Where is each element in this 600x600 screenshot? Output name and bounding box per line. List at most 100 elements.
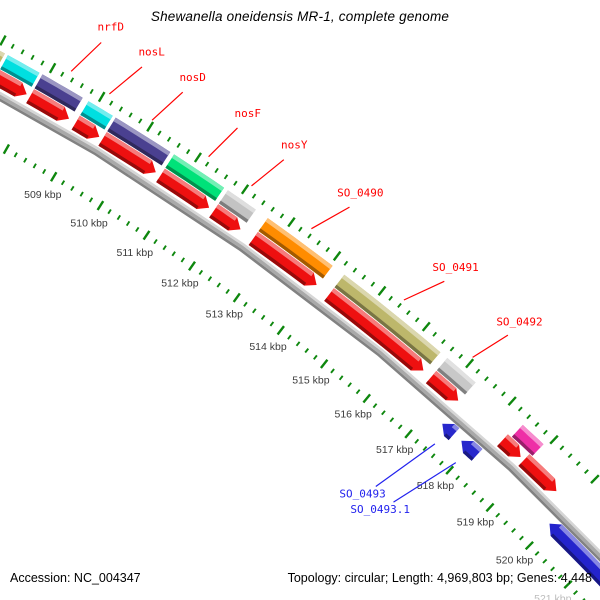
outer-minor-tick: [261, 200, 266, 206]
inner-minor-tick: [534, 551, 540, 556]
gene-bevel-light: [215, 204, 238, 221]
outer-minor-tick: [316, 240, 321, 246]
kbp-labels: 509 kbp 510 kbp 511 kbp 512 kbp 513 kbp 514 k…: [24, 189, 572, 600]
inner-minor-tick: [260, 314, 266, 320]
inner-major-tick: [49, 171, 58, 182]
outer-minor-tick: [388, 295, 393, 301]
outer-major-tick: [146, 121, 155, 132]
inner-major-tick: [485, 502, 495, 513]
outer-major-tick: [0, 35, 7, 46]
callout-SO_0493: SO_0493: [339, 443, 436, 501]
gene-body: [156, 168, 210, 209]
outer-minor-tick: [567, 453, 573, 459]
gene-body: [324, 288, 424, 371]
inner-minor-tick: [519, 535, 524, 541]
gene-body: [80, 101, 113, 130]
gene-arrow-nosY: [218, 190, 256, 223]
kbp-label-513: 513 kbp: [206, 309, 244, 321]
inner-minor-tick: [135, 226, 140, 233]
gene-body: [165, 154, 225, 201]
gene-label-nosD: nosD: [179, 71, 206, 84]
page-title: Shewanella oneidensis MR-1, complete gen…: [150, 9, 450, 24]
inner-minor-tick: [330, 368, 335, 374]
callout-leader-line: [109, 66, 143, 95]
outer-minor-tick: [279, 213, 285, 219]
outer-major-tick: [193, 152, 202, 163]
inner-minor-tick: [479, 497, 485, 503]
gene-arrow-SO_0493: [442, 423, 460, 441]
inner-minor-tick: [381, 410, 386, 416]
outer-minor-tick: [526, 414, 532, 420]
callout-SO_0493.1: SO_0493.1: [350, 462, 457, 516]
gene-arrow-SO_0493.1: [461, 440, 483, 461]
gene-label-nosL: nosL: [138, 45, 165, 58]
kbp-label-521: 521 kbp: [534, 593, 572, 600]
gene-body: [334, 274, 441, 365]
gene-body: [209, 204, 241, 231]
inner-minor-tick: [397, 424, 403, 430]
gene-body: [248, 232, 317, 286]
outer-minor-tick: [517, 406, 523, 412]
inner-major-tick: [188, 261, 196, 271]
inner-minor-tick: [542, 558, 548, 564]
gene-bevel-dark: [107, 128, 164, 166]
outer-minor-tick: [414, 317, 420, 323]
gene-body: [98, 132, 156, 174]
gene-bevel-dark: [156, 179, 199, 209]
inner-minor-tick: [503, 520, 509, 526]
gene-bevel-light: [162, 168, 206, 200]
inner-major-tick: [142, 230, 151, 241]
gene-arrow-nosL: [80, 101, 113, 130]
inner-minor-tick: [372, 403, 378, 409]
inner-minor-tick: [304, 348, 310, 354]
outer-minor-tick: [166, 136, 172, 142]
gene-bevel-dark: [248, 242, 307, 286]
gene-arrow-SO_0490: [258, 218, 333, 279]
inner-minor-tick: [252, 308, 257, 314]
inner-minor-tick: [455, 475, 461, 481]
kbp-label-516: 516 kbp: [335, 409, 373, 421]
outer-minor-tick: [534, 422, 540, 427]
inner-minor-tick: [225, 288, 230, 295]
gene-bevel-light: [558, 524, 600, 570]
inner-minor-tick: [116, 214, 121, 221]
gene-body: [107, 117, 171, 166]
inner-major-tick: [524, 540, 534, 551]
gene-label-SO_0493.1: SO_0493.1: [350, 503, 410, 516]
outer-minor-tick: [492, 383, 498, 389]
gene-body: [425, 371, 459, 401]
gene-body: [0, 55, 40, 87]
kbp-label-519: 519 kbp: [457, 517, 495, 529]
inner-minor-tick: [287, 334, 292, 340]
gene-bevel-dark: [463, 450, 474, 461]
accession-text: Accession: NC_004347: [10, 571, 141, 585]
inner-major-tick: [232, 292, 241, 303]
gene-bevel-light: [341, 274, 441, 356]
inner-minor-tick: [162, 245, 167, 251]
inner-minor-tick: [32, 163, 37, 169]
inner-minor-tick: [198, 269, 204, 276]
inner-major-tick: [276, 325, 285, 336]
callout-leader-line: [375, 443, 436, 487]
kbp-label-510: 510 kbp: [70, 217, 108, 229]
outer-major-tick: [465, 358, 475, 369]
outer-minor-tick: [307, 233, 312, 239]
gene-features: [0, 50, 600, 587]
outer-minor-tick: [432, 331, 438, 337]
kbp-label-518: 518 kbp: [417, 480, 455, 492]
outer-minor-tick: [176, 142, 181, 149]
outer-minor-tick: [475, 368, 481, 374]
gene-arrow-cds-514.3: [324, 288, 424, 371]
inner-minor-tick: [347, 382, 352, 388]
inner-minor-tick: [42, 168, 47, 175]
callout-leader-line: [472, 334, 509, 358]
gene-bevel-light: [86, 101, 113, 120]
gene-arrow-cds-509.4: [98, 132, 156, 174]
gene-bevel-dark: [80, 112, 107, 130]
gene-label-nrfD: nrfD: [98, 21, 125, 34]
inner-minor-tick: [125, 220, 131, 227]
outer-minor-tick: [361, 274, 367, 280]
callout-nosL: nosL: [109, 45, 165, 95]
gene-bevel-dark: [497, 443, 511, 457]
outer-minor-tick: [109, 100, 114, 106]
